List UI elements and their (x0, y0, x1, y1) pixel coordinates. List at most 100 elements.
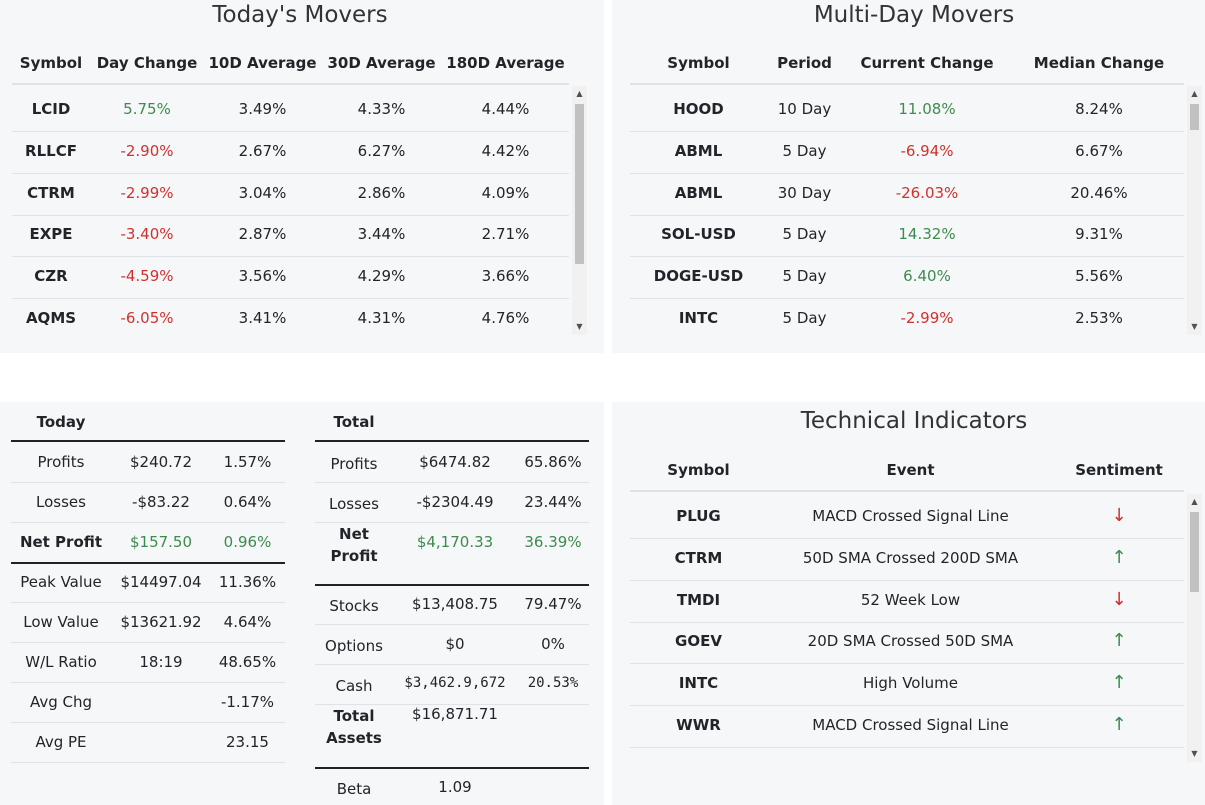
today-row-pct: 1.57% (223, 453, 272, 471)
scroll-up-icon[interactable]: ▲ (1191, 497, 1198, 506)
tm-cell-symbol: LCID (31, 100, 71, 118)
md-cell-median: 6.67% (1075, 141, 1123, 160)
ti-cell-symbol: GOEV (675, 632, 722, 651)
tm-header-30d-avg[interactable]: 30D Average (327, 54, 436, 72)
scroll-down-icon[interactable]: ▼ (576, 322, 583, 331)
total-row-pct: 20.53% (527, 675, 579, 691)
today-row-value: $240.72 (129, 453, 193, 471)
table-row-divider (12, 131, 569, 132)
today-row-value: $13621.92 (120, 613, 202, 631)
total-row-label: Profits (330, 455, 378, 473)
today-row-value: -$83.22 (132, 493, 190, 511)
tm-header-day-change[interactable]: Day Change (96, 54, 198, 72)
scroll-up-icon[interactable]: ▲ (576, 89, 583, 98)
scroll-down-icon[interactable]: ▼ (1191, 749, 1198, 758)
tm-cell-avg30: 4.33% (357, 100, 406, 118)
table-row-divider (630, 621, 1184, 623)
tm-cell-symbol: AQMS (25, 309, 77, 327)
total-row-pct: 79.47% (524, 595, 582, 613)
today-row-label: Avg Chg (29, 693, 93, 711)
ti-header-event[interactable]: Event (886, 461, 935, 479)
ti-header-symbol[interactable]: Symbol (667, 461, 730, 479)
tm-cell-avg180: 3.66% (481, 267, 530, 286)
tm-cell-avg30: 6.27% (357, 141, 406, 160)
table-row-divider (630, 579, 1184, 581)
md-header-current-change[interactable]: Current Change (860, 54, 994, 72)
tm-cell-avg10: 2.87% (238, 225, 287, 244)
table-row-divider (630, 747, 1184, 748)
total-row-label: Cash (335, 677, 373, 695)
today-row-pct: 4.64% (223, 613, 272, 631)
md-cell-median: 8.24% (1075, 100, 1123, 118)
multi-day-movers-title: Multi-Day Movers (813, 2, 1015, 28)
today-row-pct: -1.17% (220, 693, 275, 711)
ti-scroll-thumb[interactable] (1190, 512, 1199, 592)
md-cell-median: 5.56% (1075, 267, 1123, 286)
arrow-down-icon: ↓ (1111, 505, 1127, 526)
tm-cell-day-change: -4.59% (120, 267, 174, 286)
tm-scrollbar[interactable]: ▲ ▼ (572, 86, 587, 335)
total-row-pct: 65.86% (524, 453, 582, 471)
ti-cell-event: 52 Week Low (860, 590, 961, 609)
summary-row-divider (11, 562, 285, 564)
todays-movers-panel: Today's Movers Symbol Day Change 10D Ave… (0, 0, 604, 353)
md-scroll-thumb[interactable] (1190, 104, 1199, 130)
md-header-symbol[interactable]: Symbol (667, 54, 730, 72)
tm-cell-day-change: -6.05% (120, 309, 174, 327)
total-header-divider (315, 440, 589, 442)
table-row-divider (12, 214, 569, 216)
summary-row-divider (315, 664, 589, 665)
md-scrollbar[interactable]: ▲ ▼ (1187, 86, 1202, 335)
tm-cell-avg180: 2.71% (481, 225, 530, 244)
table-row-divider (630, 663, 1184, 665)
arrow-up-icon: ↑ (1111, 546, 1127, 568)
md-cell-symbol: HOOD (673, 100, 724, 118)
ti-scrollbar[interactable]: ▲ ▼ (1187, 494, 1202, 762)
ti-cell-event: MACD Crossed Signal Line (812, 716, 1009, 734)
md-cell-period: 5 Day (782, 225, 827, 244)
total-row-value: 1.09 (438, 778, 472, 796)
today-row-pct: 0.64% (223, 493, 272, 511)
total-summary-header: Total (333, 413, 375, 431)
table-row-divider (630, 705, 1184, 707)
total-row-label: Total Assets (326, 707, 382, 747)
table-row-divider (630, 131, 1184, 132)
summary-row-divider (315, 624, 589, 625)
summary-row-divider (315, 522, 589, 523)
tm-cell-avg30: 4.29% (357, 267, 406, 286)
md-cell-median: 20.46% (1070, 183, 1128, 202)
ti-header-divider (630, 490, 1184, 492)
today-row-label: Profits (37, 453, 85, 471)
total-row-pct: 23.44% (524, 493, 582, 511)
summary-row-divider (315, 767, 589, 769)
ti-cell-event: 50D SMA Crossed 200D SMA (802, 548, 1019, 567)
arrow-down-icon: ↓ (1111, 588, 1127, 610)
tm-cell-day-change: -3.40% (120, 225, 174, 244)
summary-row-divider (11, 482, 285, 483)
today-row-label: Losses (36, 493, 86, 511)
md-cell-symbol: INTC (678, 309, 719, 327)
tm-cell-avg180: 4.09% (481, 183, 530, 202)
md-cell-period: 5 Day (782, 309, 827, 327)
md-header-median-change[interactable]: Median Change (1033, 54, 1165, 72)
md-header-period[interactable]: Period (777, 54, 832, 72)
summary-row-divider (315, 482, 589, 483)
total-row-label: Options (325, 637, 383, 655)
arrow-up-icon: ↑ (1111, 714, 1127, 735)
md-cell-current: 14.32% (898, 225, 956, 244)
tm-cell-day-change: -2.99% (120, 183, 174, 202)
tm-cell-avg10: 3.56% (238, 267, 287, 286)
tm-header-180d-avg[interactable]: 180D Average (446, 54, 565, 72)
tm-cell-avg30: 2.86% (357, 183, 406, 202)
tm-cell-avg10: 3.41% (238, 309, 287, 327)
ti-header-sentiment[interactable]: Sentiment (1075, 461, 1163, 479)
tm-header-10d-avg[interactable]: 10D Average (208, 54, 317, 72)
tm-cell-day-change: -2.90% (120, 141, 174, 160)
scroll-up-icon[interactable]: ▲ (1191, 89, 1198, 98)
total-row-label: Stocks (329, 597, 379, 615)
tm-scroll-thumb[interactable] (575, 104, 584, 264)
md-cell-current: -26.03% (895, 183, 959, 202)
tm-header-symbol[interactable]: Symbol (19, 54, 83, 72)
ti-cell-event: 20D SMA Crossed 50D SMA (807, 632, 1014, 651)
scroll-down-icon[interactable]: ▼ (1191, 322, 1198, 331)
